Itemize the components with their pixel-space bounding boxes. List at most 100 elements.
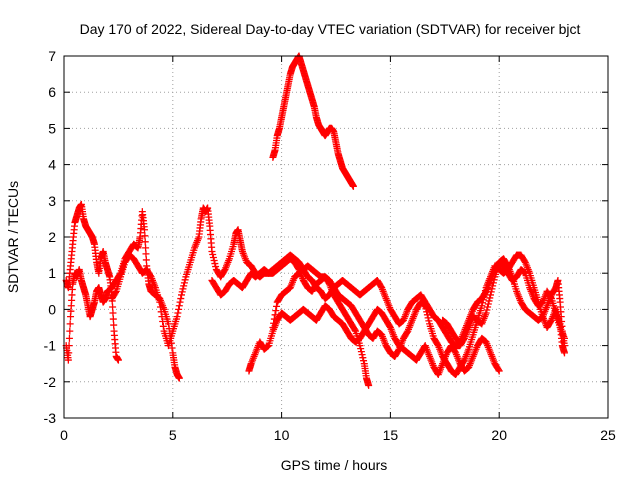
data-point [142,244,150,252]
data-point [141,238,149,246]
x-tick-label: 5 [169,427,177,443]
data-point [394,346,402,354]
data-point [377,282,385,290]
data-point [357,348,365,356]
data-point [434,340,442,348]
data-point [178,288,186,296]
data-point [156,298,164,306]
data-point [209,250,217,258]
data-point [146,272,154,280]
data-point [158,313,166,321]
x-axis-label: GPS time / hours [281,457,388,473]
x-tick-label: 25 [600,427,616,443]
data-point [142,250,150,258]
y-tick-label: -1 [44,338,57,354]
data-point [349,182,357,190]
data-point [159,322,167,330]
data-point [486,294,494,302]
data-point [111,289,119,297]
data-point [114,356,122,364]
series-trace-7 [439,258,568,346]
data-point [109,315,117,323]
plot-area-border [63,55,609,419]
data-point [547,293,555,301]
y-tick-label: 5 [48,120,56,136]
data-point [425,317,433,325]
y-tick-label: 6 [48,84,56,100]
data-point [494,366,502,374]
data-point [423,308,431,316]
data-point [66,327,74,335]
data-point [521,257,529,265]
data-point [478,302,486,310]
data-point [157,308,165,316]
data-point [365,381,373,389]
chart-title: Day 170 of 2022, Sidereal Day-to-day VTE… [80,21,581,37]
data-point [156,303,164,311]
series-trace-1 [62,200,122,364]
y-axis-label: SDTVAR / TECUs [5,181,21,293]
data-point [484,300,492,308]
grid [64,56,608,418]
data-point [421,302,429,310]
data-point [64,356,72,364]
data-point [422,305,430,313]
data-point [65,334,73,342]
data-point [273,302,281,310]
data-series [62,52,568,389]
data-point [360,357,368,365]
series-trace-8 [269,52,357,190]
data-point [180,279,188,287]
data-point [270,319,278,327]
data-point [269,324,277,331]
x-tick-label: 20 [491,427,507,443]
data-point [142,256,150,264]
data-point [212,263,220,271]
data-point [359,354,367,362]
data-point [176,298,184,306]
data-point [209,254,217,262]
data-point [560,349,568,357]
data-point [65,349,73,357]
data-point [208,247,216,255]
data-point [178,291,186,299]
data-point [486,291,494,299]
y-tick-label: -3 [44,410,57,426]
data-point [357,345,365,353]
data-point [351,326,359,334]
data-point [180,282,188,290]
data-point [483,306,491,314]
x-tick-label: 0 [60,427,68,443]
data-point [481,289,489,297]
data-point [177,295,185,303]
data-point [547,317,555,325]
data-point [424,314,432,322]
data-point [484,303,492,311]
x-tick-label: 10 [274,427,290,443]
data-point [271,311,279,319]
data-point [109,309,117,317]
data-point [210,257,218,265]
y-tick-label: 0 [48,301,56,317]
y-tick-label: 2 [48,229,56,245]
y-tick-label: -2 [44,374,57,390]
data-point [181,276,189,284]
data-point [66,320,74,328]
data-point [460,357,468,365]
data-point [423,311,431,319]
data-point [386,322,394,330]
data-point [270,315,278,323]
data-point [403,328,411,336]
data-point [482,309,490,317]
x-tick-label: 15 [383,427,399,443]
y-tick-label: 7 [48,48,56,64]
data-point [220,267,228,275]
series-trace-4 [208,255,373,389]
data-point [65,342,73,350]
y-tick-label: 4 [48,157,56,173]
data-point [451,348,459,356]
data-point [173,313,181,321]
data-point [110,321,118,329]
data-point [174,309,182,317]
data-point [141,226,149,234]
